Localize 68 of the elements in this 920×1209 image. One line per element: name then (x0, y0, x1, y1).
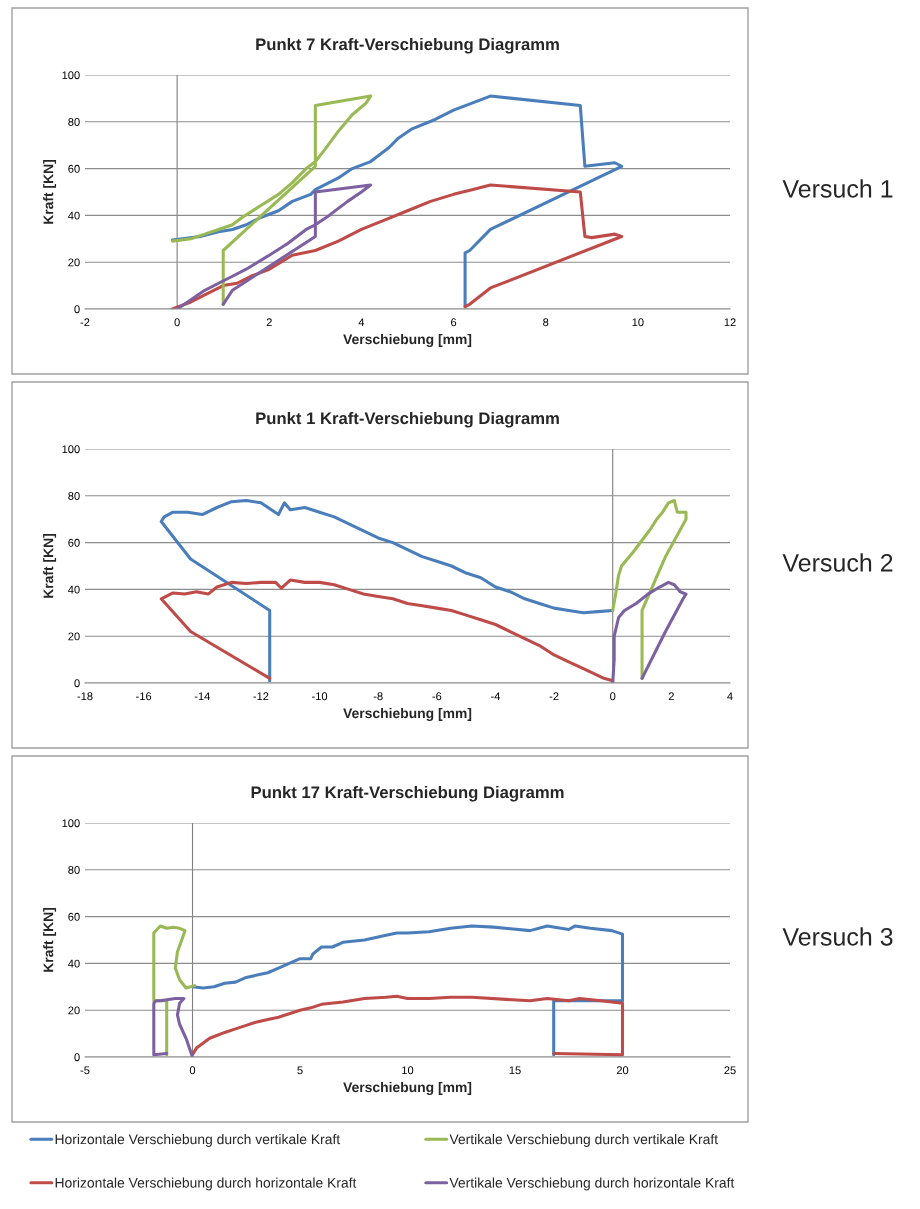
x-tick-label: 0 (174, 318, 180, 327)
y-tick-label: 20 (68, 258, 80, 267)
legend-label: Vertikale Verschiebung durch horizontale Kraft (449, 1177, 735, 1191)
x-tick-label: 15 (509, 1066, 521, 1075)
y-tick-label: 20 (68, 1006, 80, 1015)
text: Versuch 2 (782, 553, 893, 572)
x-tick-label: -14 (194, 692, 210, 701)
text: Versuch 1 (782, 179, 893, 198)
legend-label: Horizontale Verschiebung durch horizontale Kraft (55, 1177, 357, 1191)
y-tick-label: 40 (68, 585, 80, 594)
line-series (152, 924, 197, 1057)
x-axis-title: Verschiebung [mm] (343, 707, 472, 721)
x-tick-label: -5 (80, 1066, 90, 1075)
x-axis-title: Verschiebung [mm] (343, 1081, 472, 1095)
y-tick-label: 0 (74, 679, 80, 688)
x-tick-label: -16 (136, 692, 152, 701)
y-tick-label: 0 (74, 305, 80, 314)
x-tick-label: 0 (610, 692, 616, 701)
line-series (171, 183, 624, 309)
chart-title: Punkt 17 Kraft-Verschiebung Diagramm (251, 785, 564, 802)
x-tick-label: 8 (543, 318, 549, 327)
text: Versuch 3 (782, 927, 893, 946)
y-tick-label: 80 (68, 866, 80, 874)
x-tick-label: 4 (358, 318, 365, 327)
x-tick-label: 2 (668, 692, 674, 701)
y-tick-label: 40 (68, 211, 80, 220)
y-tick-label: 100 (62, 445, 80, 454)
x-axis-title: Verschiebung [mm] (343, 333, 472, 347)
x-tick-label: -18 (77, 692, 93, 701)
x-tick-label: 2 (266, 318, 272, 327)
x-tick-label: 10 (402, 1066, 414, 1075)
y-tick-label: 60 (68, 164, 80, 173)
x-tick-label: -10 (312, 692, 328, 701)
y-tick-label: 80 (68, 492, 80, 500)
x-tick-label: -12 (253, 692, 269, 701)
x-tick-label: 20 (616, 1066, 629, 1075)
line-series (175, 183, 373, 309)
x-tick-label: 0 (189, 1066, 196, 1075)
legend-label: Horizontale Verschiebung durch vertikale Kraft (55, 1134, 341, 1147)
y-tick-label: 100 (62, 71, 80, 80)
y-axis-title: Kraft [KN] (43, 159, 57, 224)
x-tick-label: 12 (724, 318, 736, 327)
x-tick-label: -2 (549, 692, 559, 701)
x-tick-label: -8 (373, 692, 383, 701)
x-tick-label: 25 (724, 1066, 736, 1075)
y-tick-label: 100 (62, 819, 80, 828)
y-tick-label: 20 (68, 632, 80, 641)
legend-label: Vertikale Verschiebung durch vertikale Kraft (449, 1134, 718, 1147)
x-tick-label: -2 (80, 318, 90, 327)
line-series (611, 580, 688, 683)
x-tick-label: 5 (297, 1066, 303, 1075)
x-tick-label: -6 (432, 692, 442, 701)
y-tick-label: 40 (68, 959, 80, 968)
x-tick-label: 10 (632, 318, 644, 327)
y-tick-label: 60 (68, 538, 80, 547)
y-tick-label: 80 (68, 118, 80, 126)
line-series (152, 996, 195, 1057)
chart-title: Punkt 1 Kraft-Verschiebung Diagramm (256, 411, 559, 428)
y-tick-label: 60 (68, 912, 80, 921)
x-tick-label: 4 (727, 692, 733, 701)
x-tick-label: 6 (451, 318, 457, 327)
y-axis-title: Kraft [KN] (43, 533, 57, 598)
line-series (171, 94, 373, 306)
y-tick-label: 0 (74, 1053, 80, 1062)
line-series (190, 994, 625, 1057)
y-axis-title: Kraft [KN] (43, 907, 57, 972)
chart-title: Punkt 7 Kraft-Verschiebung Diagramm (256, 37, 559, 54)
x-tick-label: -4 (491, 692, 501, 701)
